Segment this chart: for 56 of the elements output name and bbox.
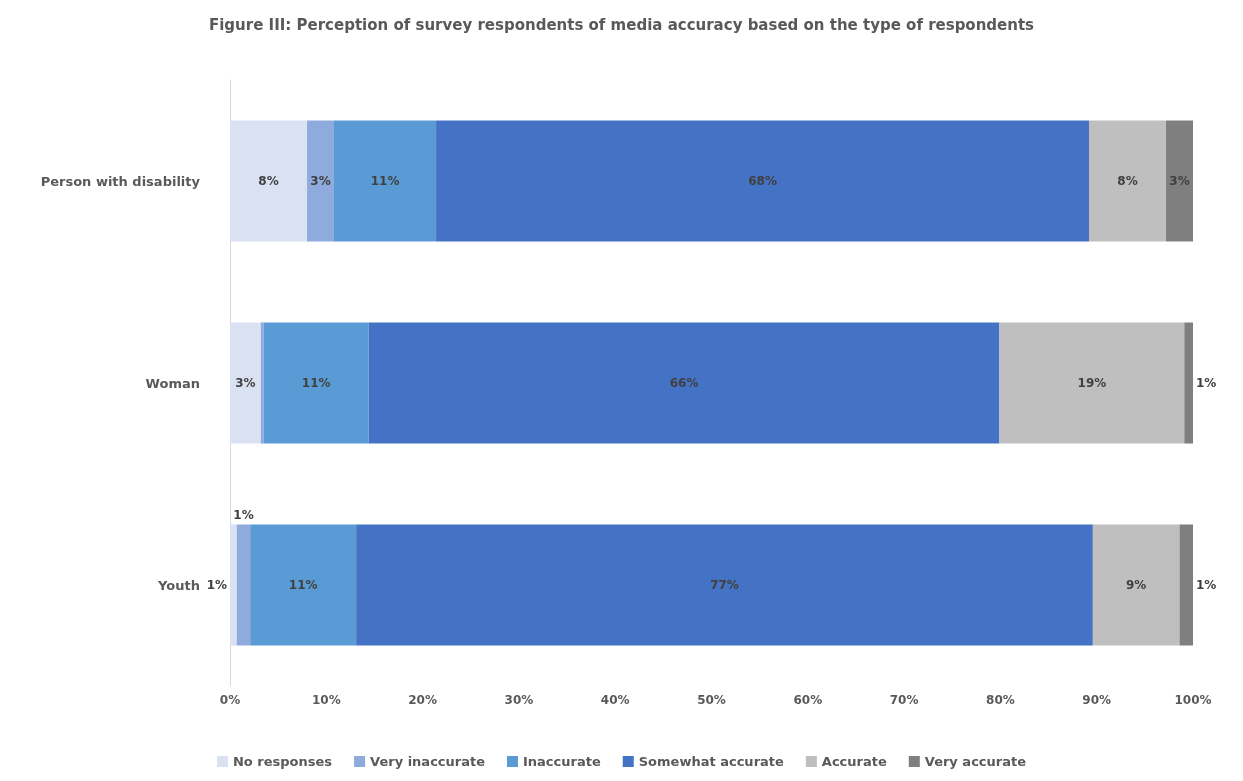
x-tick-label: 40% bbox=[600, 693, 630, 707]
bar bbox=[1166, 120, 1193, 242]
bar bbox=[999, 322, 1185, 444]
bar bbox=[230, 322, 261, 444]
x-tick-label: 60% bbox=[793, 693, 823, 707]
data-label: 66% bbox=[669, 376, 699, 390]
data-label: 11% bbox=[301, 376, 331, 390]
bar bbox=[334, 120, 437, 242]
data-label: 1% bbox=[233, 508, 254, 523]
bar bbox=[260, 322, 264, 444]
bar bbox=[356, 524, 1093, 646]
data-label: 3% bbox=[310, 174, 331, 188]
legend-label: Very accurate bbox=[924, 754, 1027, 769]
x-tick-label: 50% bbox=[697, 693, 726, 707]
x-tick-label: 90% bbox=[1082, 693, 1112, 707]
bar bbox=[230, 524, 237, 646]
data-label: 11% bbox=[288, 578, 318, 592]
legend-label: No responses bbox=[232, 754, 333, 769]
legend-label: Inaccurate bbox=[523, 754, 601, 769]
data-label: 3% bbox=[1169, 174, 1190, 188]
bar bbox=[1184, 322, 1193, 444]
x-tick-label: 10% bbox=[311, 693, 341, 707]
legend-label: Somewhat accurate bbox=[638, 754, 785, 769]
data-label: 68% bbox=[748, 174, 777, 188]
x-tick-label: 0% bbox=[219, 693, 241, 707]
y-tick-label: Youth bbox=[157, 577, 200, 593]
bar bbox=[263, 322, 369, 444]
data-label: 9% bbox=[1126, 578, 1147, 592]
bar bbox=[1092, 524, 1180, 646]
x-tick-label: 100% bbox=[1174, 693, 1212, 707]
bar bbox=[1179, 524, 1193, 646]
bar bbox=[1089, 120, 1167, 242]
data-label: 19% bbox=[1077, 376, 1107, 390]
y-tick-label: Person with disability bbox=[40, 173, 201, 189]
legend-label: Very inaccurate bbox=[370, 754, 486, 769]
legend-label: Accurate bbox=[821, 754, 887, 769]
x-tick-label: 20% bbox=[408, 693, 437, 707]
data-label: 1% bbox=[1196, 578, 1217, 592]
bar bbox=[250, 524, 357, 646]
bar bbox=[368, 322, 1000, 444]
chart-title: Figure III: Perception of survey respondents of media accuracy based on the type of respondents bbox=[208, 15, 1035, 34]
x-tick-label: 30% bbox=[504, 693, 534, 707]
data-label: 77% bbox=[710, 578, 739, 592]
y-tick-label: Woman bbox=[145, 375, 200, 391]
bar bbox=[236, 524, 251, 646]
data-label: 8% bbox=[258, 174, 279, 188]
data-label: 1% bbox=[1196, 376, 1217, 390]
x-tick-label: 80% bbox=[986, 693, 1015, 707]
bar bbox=[307, 120, 334, 242]
bar bbox=[230, 120, 308, 242]
x-tick-label: 70% bbox=[889, 693, 919, 707]
bar bbox=[436, 120, 1089, 242]
data-label: 11% bbox=[370, 174, 400, 188]
data-label: 8% bbox=[1117, 174, 1138, 188]
data-label: 3% bbox=[235, 376, 256, 390]
data-label: 1% bbox=[206, 578, 227, 592]
